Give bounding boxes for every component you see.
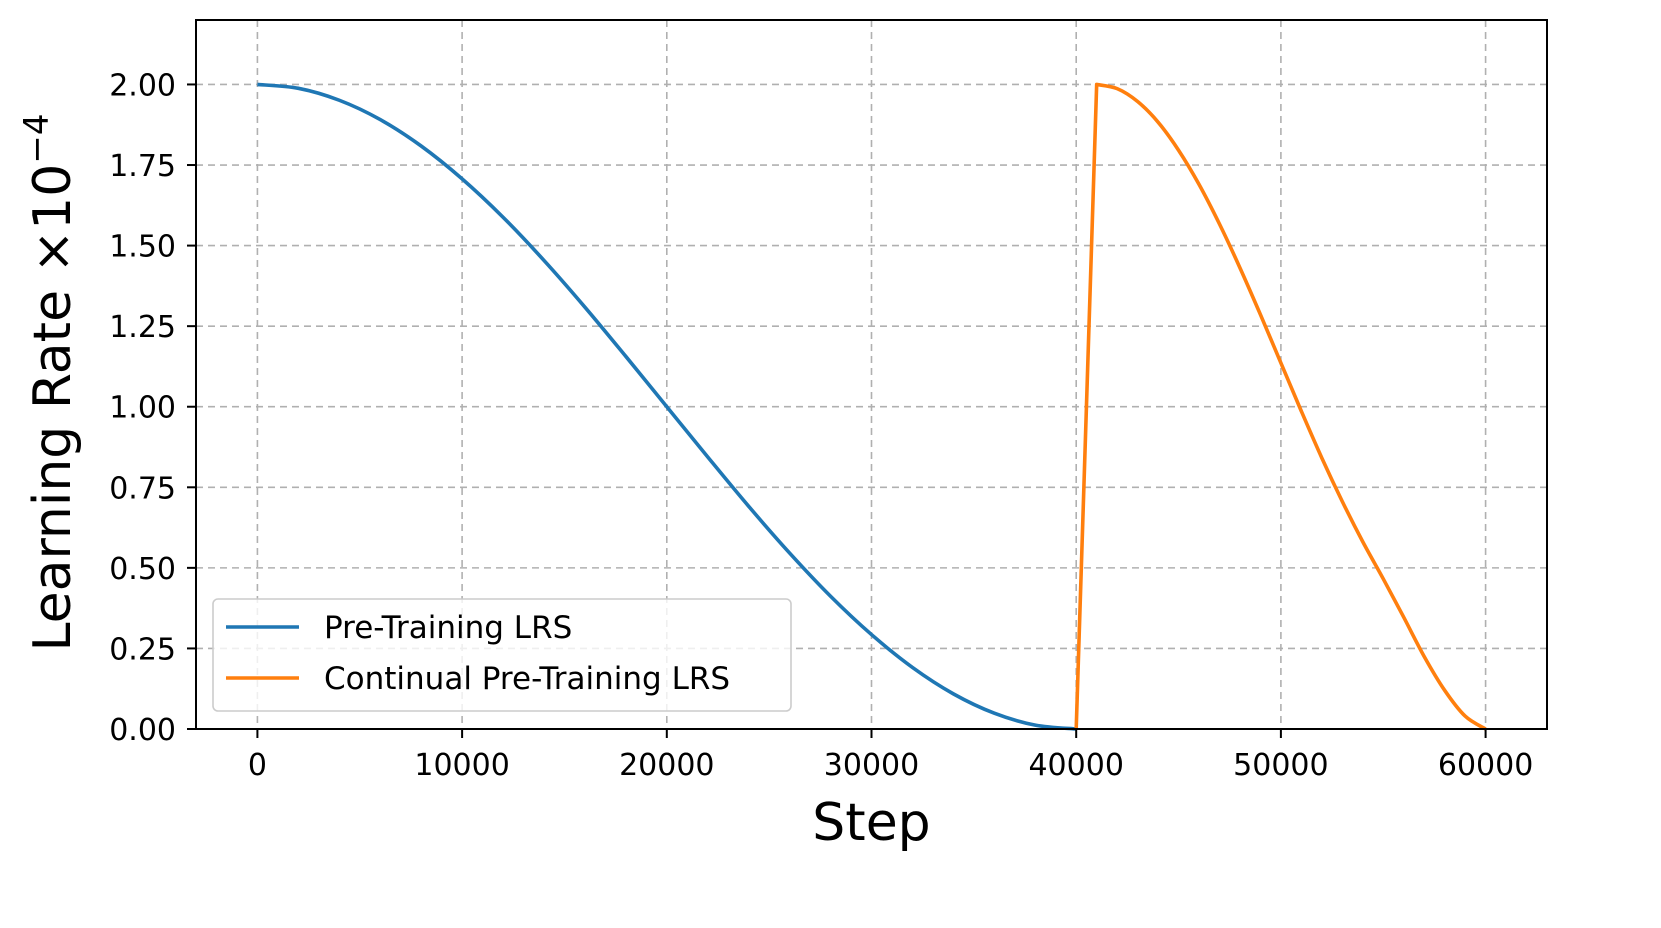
y-tick-label: 1.00 bbox=[109, 391, 176, 426]
series-lines bbox=[257, 82, 1487, 731]
x-tick-label: 10000 bbox=[414, 748, 509, 783]
y-axis-title: Learning Rate ×10−4 bbox=[17, 114, 83, 652]
x-tick-label: 20000 bbox=[619, 748, 714, 783]
legend-box bbox=[212, 598, 792, 712]
y-tick-label: 1.25 bbox=[109, 310, 176, 345]
x-tick-label: 60000 bbox=[1438, 748, 1533, 783]
legend: Pre-Training LRS Continual Pre-Training L… bbox=[212, 598, 792, 712]
y-tick-label: 0.50 bbox=[109, 552, 176, 587]
x-tick-label: 0 bbox=[248, 748, 267, 783]
y-tick-label: 1.50 bbox=[109, 230, 176, 265]
series-line-continual-pre-training bbox=[1074, 82, 1487, 731]
x-tick-label: 30000 bbox=[824, 748, 919, 783]
y-axis-title-exponent: −4 bbox=[17, 114, 57, 164]
y-tick-label: 0.25 bbox=[109, 632, 176, 667]
y-axis-title-base: Learning Rate ×10 bbox=[23, 164, 83, 652]
x-tick-label: 50000 bbox=[1233, 748, 1328, 783]
x-tick-label: 40000 bbox=[1028, 748, 1123, 783]
series-line-pre-training bbox=[257, 82, 1077, 731]
y-tick-label: 1.75 bbox=[109, 149, 176, 184]
legend-label: Continual Pre-Training LRS bbox=[324, 661, 730, 697]
x-axis-title: Step bbox=[812, 793, 930, 853]
legend-label: Pre-Training LRS bbox=[324, 610, 572, 646]
y-tick-label: 2.00 bbox=[109, 68, 176, 103]
axis-ticks: 0 10000 20000 30000 40000 50000 60000 0.00 0.25 0… bbox=[109, 68, 1533, 783]
y-tick-label: 0.00 bbox=[109, 713, 176, 748]
y-tick-label: 0.75 bbox=[109, 471, 176, 506]
